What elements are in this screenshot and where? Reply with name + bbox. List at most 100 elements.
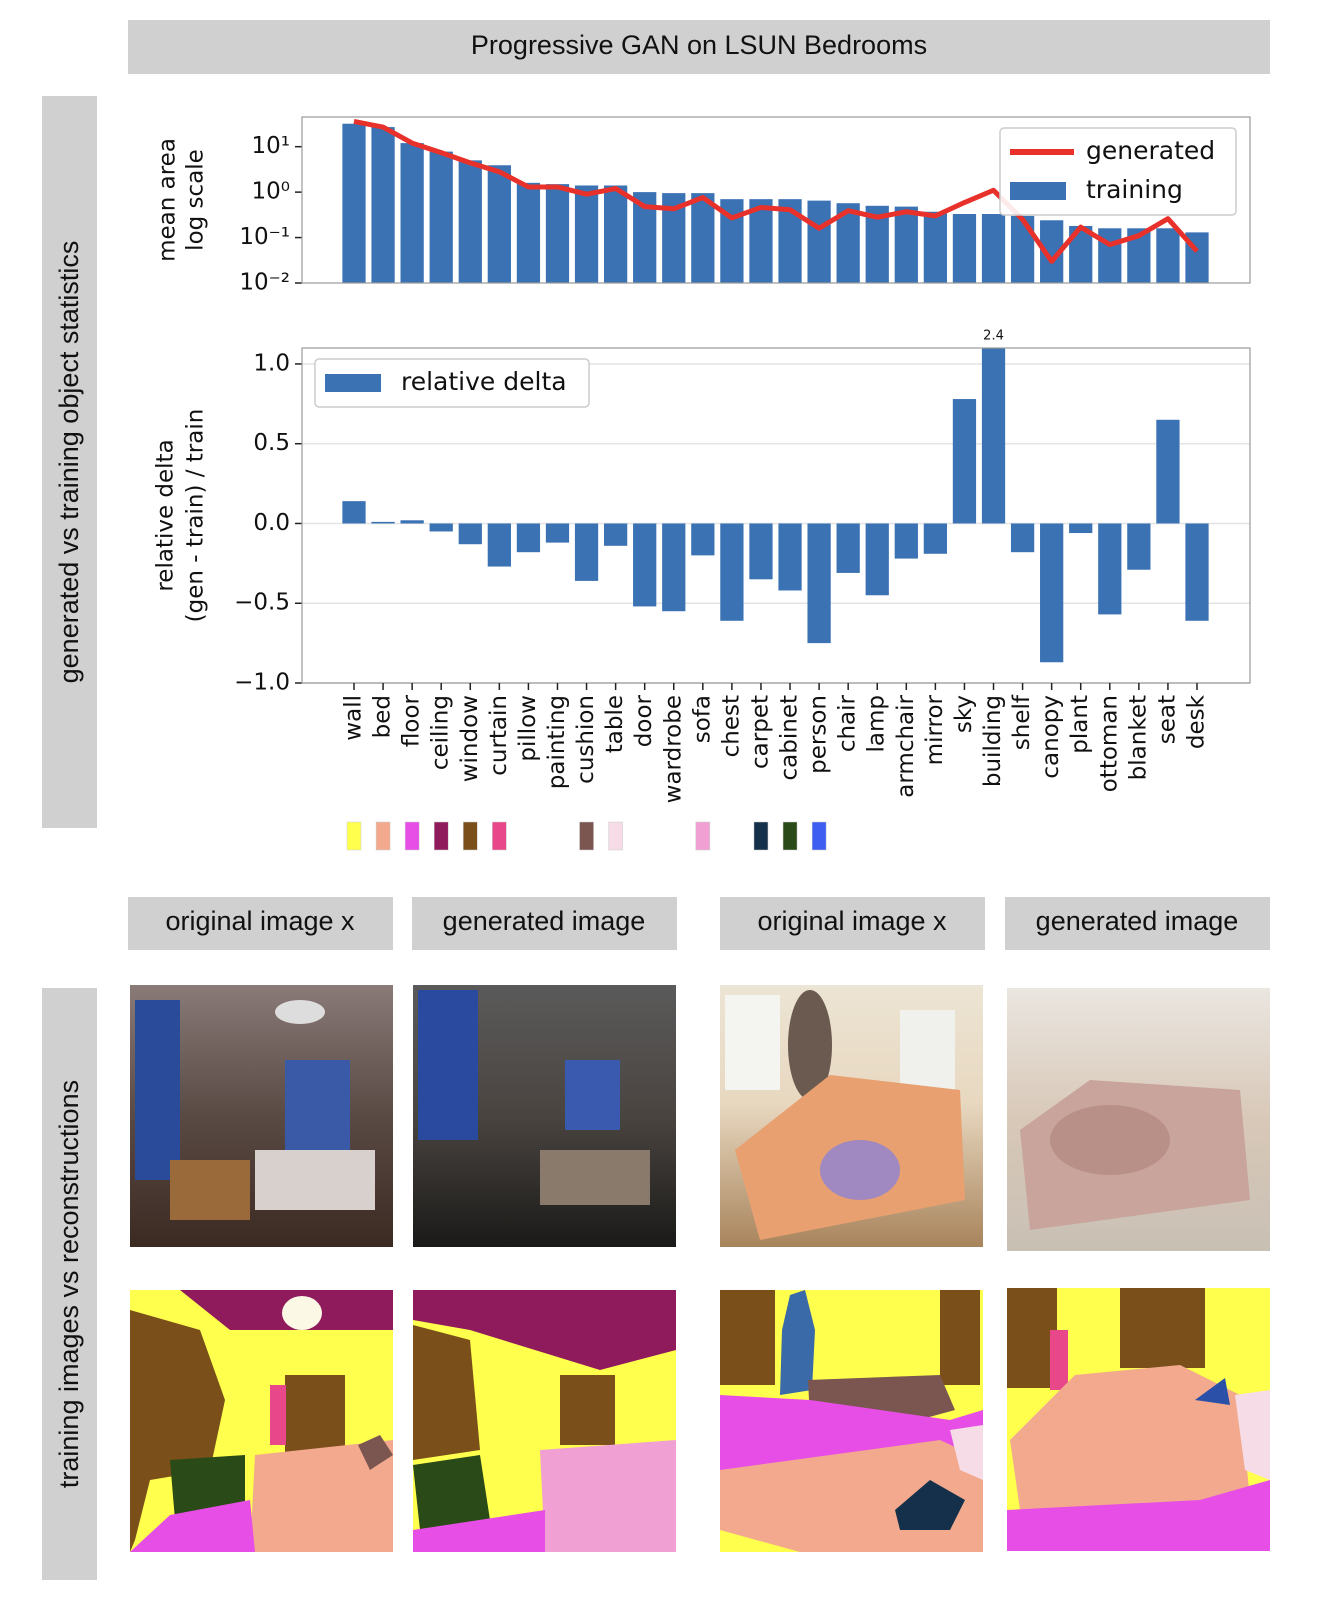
y-axis-label: mean area xyxy=(155,138,181,262)
x-tick-label: desk xyxy=(1184,694,1210,749)
panel-header: original image x xyxy=(165,906,355,936)
bar xyxy=(923,211,948,283)
bar xyxy=(400,143,424,283)
title-bar xyxy=(128,20,1270,74)
x-tick-label: seat xyxy=(1154,695,1180,744)
bar xyxy=(1010,523,1035,553)
color-swatch xyxy=(404,821,420,851)
x-tick-label: ottoman xyxy=(1096,695,1122,792)
bar xyxy=(574,523,599,581)
bar xyxy=(1156,419,1180,524)
x-tick-label: table xyxy=(602,695,628,753)
bar xyxy=(1098,523,1122,615)
bar xyxy=(458,160,482,283)
bar xyxy=(633,523,657,607)
x-tick-label: chest xyxy=(718,695,744,757)
panel-header: generated image xyxy=(1036,906,1239,936)
plot-frame xyxy=(301,116,1251,284)
legend-label: training xyxy=(1086,175,1183,204)
color-swatch xyxy=(811,821,827,851)
x-tick-label: chair xyxy=(835,694,861,752)
legend-label: relative delta xyxy=(401,367,567,396)
x-tick-label: wardrobe xyxy=(660,695,686,803)
data-label: 2.4 xyxy=(983,329,1004,344)
x-tick-label: door xyxy=(631,694,657,747)
bar xyxy=(371,521,395,524)
bar xyxy=(458,523,482,545)
x-tick-label: carpet xyxy=(747,695,773,769)
bar xyxy=(516,182,541,283)
segmentation-map xyxy=(720,1290,983,1552)
bar xyxy=(778,523,802,591)
bar xyxy=(749,199,773,283)
color-swatch xyxy=(695,821,711,851)
bar xyxy=(545,523,570,543)
side-label: training images vs reconstructions xyxy=(54,1080,84,1488)
bar xyxy=(865,205,889,283)
segmentation-map xyxy=(413,1290,676,1552)
segmentation-map xyxy=(1007,1288,1270,1551)
x-tick-label: bed xyxy=(370,695,396,738)
color-swatch xyxy=(463,821,478,851)
side-bar xyxy=(42,96,97,828)
bar xyxy=(981,213,1006,283)
color-swatch xyxy=(782,821,798,851)
color-swatch xyxy=(608,821,623,851)
bar xyxy=(516,523,541,553)
y-tick-label: 0.5 xyxy=(253,430,290,456)
bar xyxy=(1069,225,1093,283)
x-tick-label: shelf xyxy=(1009,694,1035,750)
bar xyxy=(662,523,686,612)
bar xyxy=(633,192,657,283)
color-swatch xyxy=(579,821,594,851)
color-swatch xyxy=(375,821,391,851)
bar xyxy=(1098,228,1122,283)
y-tick-label: 0.0 xyxy=(253,510,290,536)
bar xyxy=(865,523,889,596)
x-tick-label: plant xyxy=(1067,695,1093,754)
color-swatch xyxy=(346,821,362,851)
plot-frame xyxy=(301,347,1251,684)
bar xyxy=(691,193,715,283)
x-tick-label: sky xyxy=(951,695,977,733)
photo xyxy=(720,985,983,1247)
color-swatch xyxy=(753,821,769,851)
bar xyxy=(429,523,453,532)
bar xyxy=(720,523,744,621)
bar xyxy=(342,501,366,524)
header-bar xyxy=(128,897,393,950)
y-tick-label: −0.5 xyxy=(234,590,290,616)
y-tick-label: 10⁰ xyxy=(252,179,291,205)
bar xyxy=(429,151,453,283)
bar xyxy=(836,523,860,573)
y-tick-label: 1.0 xyxy=(253,350,290,376)
x-tick-label: pillow xyxy=(515,695,541,762)
figure-title: Progressive GAN on LSUN Bedrooms xyxy=(471,30,927,60)
bar xyxy=(400,520,424,524)
x-tick-label: building xyxy=(980,695,1006,787)
y-axis-label: (gen - train) / train xyxy=(183,409,209,623)
bar xyxy=(545,184,570,283)
legend-label: generated xyxy=(1086,136,1215,165)
color-swatch xyxy=(492,821,507,851)
bar xyxy=(371,127,395,283)
plot-marks xyxy=(342,118,1209,284)
x-tick-label: curtain xyxy=(486,695,512,776)
color-swatch xyxy=(433,821,449,851)
legend-swatch xyxy=(325,374,381,392)
x-tick-label: wall xyxy=(341,695,367,741)
x-tick-label: person xyxy=(806,695,832,774)
x-tick-label: cushion xyxy=(573,695,599,784)
bar xyxy=(1040,523,1064,663)
legend-swatch xyxy=(1010,182,1066,200)
x-tick-label: painting xyxy=(544,695,570,789)
line xyxy=(353,118,1199,264)
bar xyxy=(487,523,511,567)
y-tick-label: 10¹ xyxy=(252,133,291,159)
bar xyxy=(603,185,628,283)
bar xyxy=(807,200,831,283)
bar xyxy=(807,523,831,644)
x-tick-label: ceiling xyxy=(428,695,454,770)
